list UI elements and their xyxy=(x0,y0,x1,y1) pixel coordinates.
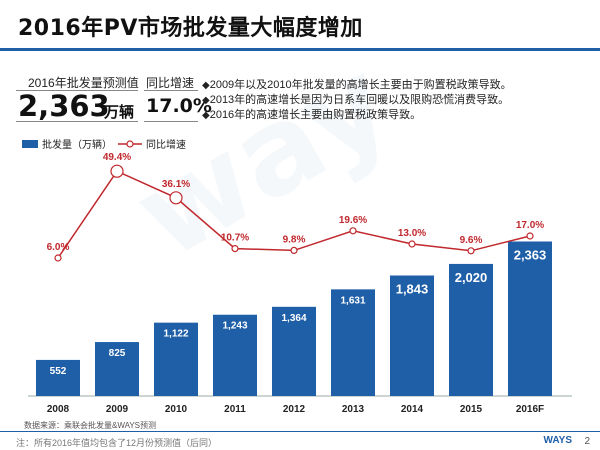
footnote: 注：所有2016年值均包含了12月份预测值（后同） xyxy=(16,438,218,448)
growth-point xyxy=(408,240,416,248)
page-title: 2016年PV市场批发量大幅度增加 xyxy=(18,16,363,41)
bar xyxy=(36,359,80,396)
footer-divider xyxy=(0,431,600,432)
bar xyxy=(272,306,316,396)
chart: 批发量（万辆） 同比增速 552 825 1,122 1,243 1,364 1,631 1… xyxy=(22,138,572,415)
x-tick-label: 2013 xyxy=(342,404,365,415)
growth-point xyxy=(290,246,298,254)
growth-label: 36.1% xyxy=(162,179,190,190)
growth-point xyxy=(54,254,62,262)
bar-value-label: 1,843 xyxy=(396,281,429,296)
legend-bar-label: 批发量（万辆） xyxy=(42,138,112,151)
growth-label: 6.0% xyxy=(47,242,70,253)
bar-value-label: 1,122 xyxy=(163,329,188,340)
note-item: 2009年以及2010年批发量的高增长主要由于购置税政策导致。 xyxy=(202,78,512,93)
page-number: 2 xyxy=(584,436,590,447)
bar-value-label: 1,243 xyxy=(222,321,247,332)
bar-value-label: 825 xyxy=(109,348,126,359)
bar-value-label: 1,631 xyxy=(340,295,365,306)
chart-legend: 批发量（万辆） 同比增速 xyxy=(22,138,186,151)
notes-list: 2009年以及2010年批发量的高增长主要由于购置税政策导致。 2013年的高速… xyxy=(202,78,512,123)
growth-point xyxy=(467,247,475,255)
legend-line-label: 同比增速 xyxy=(146,138,186,151)
growth-point xyxy=(169,191,183,205)
bar xyxy=(449,263,493,396)
bar-value-label: 2,363 xyxy=(514,247,547,262)
growth-point xyxy=(349,227,357,235)
data-source: 数据来源：乘联会批发量&WAYS预测 xyxy=(24,421,157,430)
note-item: 2016年的高速增长主要由购置税政策导致。 xyxy=(202,108,512,123)
bar xyxy=(154,322,198,396)
forecast-label: 2016年批发量预测值 xyxy=(28,76,139,90)
bar xyxy=(508,241,552,396)
growth-point xyxy=(231,245,239,253)
growth-label: 13.0% xyxy=(398,228,426,239)
x-tick-label: 2009 xyxy=(106,404,129,415)
growth-value: 17.0% xyxy=(146,95,212,117)
growth-label: 17.0% xyxy=(516,220,544,231)
forecast-value: 2,363 xyxy=(18,89,110,123)
forecast-unit: 万辆 xyxy=(104,104,135,121)
bar xyxy=(331,289,375,396)
bar xyxy=(213,314,257,396)
legend-line-marker xyxy=(126,140,134,148)
title-divider xyxy=(0,48,600,51)
forecast-box xyxy=(16,90,138,122)
x-tick-label: 2015 xyxy=(460,404,483,415)
x-tick-label: 2016F xyxy=(516,404,544,415)
growth-box xyxy=(144,90,198,122)
growth-label: 同比增速 xyxy=(146,76,195,90)
x-tick-label: 2008 xyxy=(47,404,70,415)
growth-label: 19.6% xyxy=(339,215,367,226)
bar-value-label: 1,364 xyxy=(281,313,306,324)
growth-label: 49.4% xyxy=(103,152,131,163)
x-tick-label: 2012 xyxy=(283,404,306,415)
x-tick-label: 2011 xyxy=(224,404,246,415)
note-item: 2013年的高速增长是因为日系车回暖以及限购恐慌消费导致。 xyxy=(202,93,512,108)
x-tick-label: 2010 xyxy=(165,404,188,415)
legend-bar-swatch xyxy=(22,140,38,148)
bar xyxy=(95,342,139,396)
growth-label: 9.6% xyxy=(460,235,483,246)
growth-point xyxy=(110,164,124,178)
bar-value-label: 552 xyxy=(50,366,67,377)
growth-label: 10.7% xyxy=(221,233,249,244)
growth-point xyxy=(526,232,534,240)
brand-logo: WAYS xyxy=(543,435,572,446)
bar xyxy=(390,275,434,396)
x-tick-label: 2014 xyxy=(401,404,424,415)
bar-value-label: 2,020 xyxy=(455,270,488,285)
growth-label: 9.8% xyxy=(283,234,306,245)
